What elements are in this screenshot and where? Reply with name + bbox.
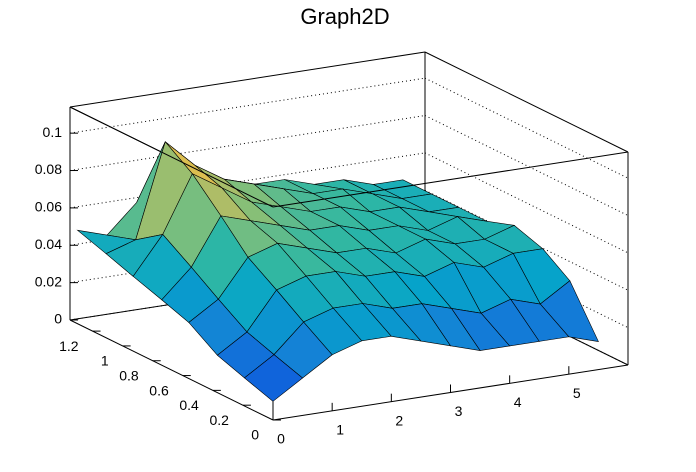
grid-line [424, 152, 629, 254]
z-tick-label: 0.04 [35, 236, 62, 252]
grid-line [424, 189, 629, 291]
x-tick-label: 4 [514, 394, 522, 410]
grid-line [424, 77, 629, 179]
y-tick-label: 0.2 [209, 412, 229, 428]
y-tick-label: 1 [101, 353, 109, 369]
box-edge [272, 151, 629, 208]
box-edge [69, 106, 274, 208]
z-tick-label: 0.1 [43, 124, 63, 140]
y-tick-label: 0 [251, 427, 259, 443]
y-axis [69, 319, 274, 421]
grid-line [69, 77, 426, 134]
x-tick-label: 5 [573, 385, 581, 401]
z-tick-label: 0.02 [35, 273, 62, 289]
surface-cell [243, 354, 304, 402]
grid-line [424, 264, 629, 366]
y-tick-label: 1.2 [59, 338, 79, 354]
x-tick-label: 2 [395, 412, 403, 428]
y-tick-label: 0.8 [119, 367, 139, 383]
grid-line [424, 115, 629, 216]
z-tick-label: 0 [54, 311, 62, 327]
x-tick-label: 0 [277, 431, 285, 447]
z-tick-label: 0.06 [35, 199, 62, 215]
z-tick-label: 0.08 [35, 161, 62, 177]
x-tick-label: 1 [336, 422, 344, 438]
x-tick-label: 3 [455, 403, 463, 419]
grid-line [69, 115, 426, 172]
y-tick-label: 0.6 [149, 382, 169, 398]
grid-line [424, 227, 629, 329]
box-edge [69, 51, 426, 108]
box-edge [424, 51, 629, 153]
y-tick-label: 0.4 [179, 397, 199, 413]
chart-title: Graph2D [300, 4, 389, 29]
